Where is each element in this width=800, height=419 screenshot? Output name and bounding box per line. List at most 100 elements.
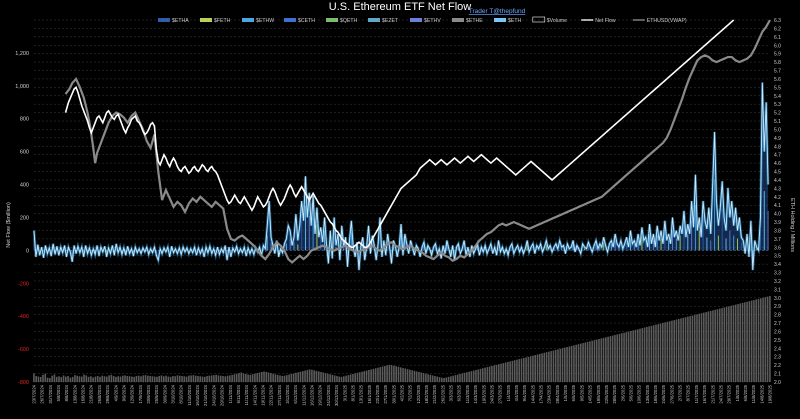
volume-bar: [354, 373, 356, 382]
volume-bar: [133, 376, 135, 382]
volume-bar: [552, 350, 555, 382]
price-vwap-line: [64, 19, 771, 264]
issuer-flow-bar: [285, 243, 287, 251]
issuer-flow-bar: [266, 235, 268, 251]
x-tick-label: 1/4/2025: [506, 384, 511, 401]
volume-bar: [541, 353, 543, 382]
volume-bar: [42, 374, 44, 382]
x-tick-label: 13/1/2025: [359, 384, 364, 403]
volume-bar: [548, 351, 550, 382]
volume-bar: [766, 296, 769, 382]
volume-bar: [728, 306, 730, 382]
volume-bar: [579, 343, 582, 382]
volume-bar: [411, 370, 413, 382]
volume-bar: [525, 357, 527, 382]
volume-bar: [614, 334, 616, 382]
legend-label: $ETH: [508, 18, 522, 24]
volume-bar: [165, 375, 167, 382]
volume-bar: [741, 302, 744, 382]
y2-tick-label: 3.7: [774, 237, 781, 243]
volume-bar: [666, 321, 669, 382]
volume-bar: [185, 376, 188, 382]
volume-bar: [308, 369, 311, 382]
volume-bar: [759, 298, 762, 382]
volume-bar: [625, 332, 628, 382]
volume-bar: [342, 376, 345, 382]
issuer-flow-bar: [610, 244, 612, 251]
volume-bar: [340, 376, 343, 382]
volume-bar: [605, 337, 607, 382]
volume-bar: [418, 371, 420, 382]
y2-tick-label: 5.6: [774, 77, 781, 83]
volume-bar: [106, 376, 108, 382]
volume-bar: [213, 375, 215, 382]
volume-bar: [504, 362, 507, 382]
x-tick-label: 21/2/2025: [432, 384, 437, 403]
author-handle[interactable]: Trader T@thepfund: [469, 8, 526, 15]
volume-bar: [413, 370, 416, 382]
volume-bar: [477, 369, 480, 382]
volume-bar: [80, 376, 83, 382]
x-tick-label: 4/4/2025: [514, 384, 519, 401]
volume-bar: [274, 374, 277, 382]
volume-bar: [671, 320, 673, 382]
y2-tick-label: 2.7: [774, 321, 781, 327]
volume-bar: [662, 322, 664, 382]
y-tick-label: -200: [18, 281, 29, 287]
x-tick-label: 8/10/2024: [179, 384, 184, 403]
volume-bar: [648, 326, 650, 382]
volume-bar: [481, 368, 484, 382]
y2-tick-label: 4.8: [774, 144, 781, 150]
volume-bar: [529, 356, 532, 382]
volume-bar: [602, 337, 605, 382]
x-tick-label: 14/3/2025: [473, 384, 478, 403]
volume-bar: [536, 354, 539, 382]
issuer-flow-bar: [672, 230, 674, 251]
issuer-flow-bar: [714, 179, 716, 251]
volume-bar: [507, 361, 509, 382]
volume-bar: [739, 303, 742, 382]
issuer-flow-bar: [270, 242, 272, 251]
net-flow-line: [33, 82, 769, 271]
volume-bar: [459, 373, 461, 382]
x-tick-label: 30/9/2024: [162, 384, 167, 403]
x-tick-label: 24/10/2024: [211, 384, 216, 406]
volume-bar: [664, 322, 666, 382]
volume-bar: [737, 304, 739, 382]
volume-bar: [436, 376, 439, 382]
issuer-flow-bar: [721, 208, 723, 251]
volume-bar: [62, 375, 65, 382]
x-tick-label: 19/11/2024: [260, 384, 265, 405]
volume-bar: [39, 376, 42, 382]
volume-bar: [183, 376, 186, 382]
volume-bar: [276, 374, 279, 382]
x-tick-label: 16/8/2024: [81, 384, 86, 403]
x-tick-label: 9/4/2025: [522, 384, 527, 401]
volume-bar: [35, 375, 37, 382]
y-tick-label: 200: [20, 215, 29, 221]
volume-bar: [639, 328, 641, 382]
volume-bar: [570, 345, 573, 382]
x-tick-label: 25/9/2024: [154, 384, 159, 403]
volume-bar: [564, 347, 566, 382]
volume-bar: [486, 367, 489, 382]
volume-bar: [452, 375, 454, 382]
y2-tick-label: 5.1: [774, 119, 781, 125]
volume-bar: [295, 372, 297, 382]
volume-bar: [723, 307, 726, 382]
volume-bar: [456, 374, 459, 382]
volume-bar: [744, 302, 746, 382]
issuer-flow-bar: [652, 240, 654, 251]
volume-bar: [532, 355, 534, 382]
issuer-flow-bar: [599, 246, 601, 251]
volume-bar: [513, 360, 516, 382]
volume-bar: [315, 370, 318, 382]
volume-bar: [518, 359, 521, 382]
issuer-flow-bar: [587, 245, 589, 251]
volume-bar: [493, 365, 495, 382]
volume-bar: [680, 318, 682, 382]
x-tick-label: 4/9/2024: [113, 384, 118, 401]
x-tick-label: 29/7/2025: [727, 384, 732, 403]
volume-bar: [468, 371, 470, 382]
x-tick-label: 29/10/2024: [220, 384, 225, 406]
